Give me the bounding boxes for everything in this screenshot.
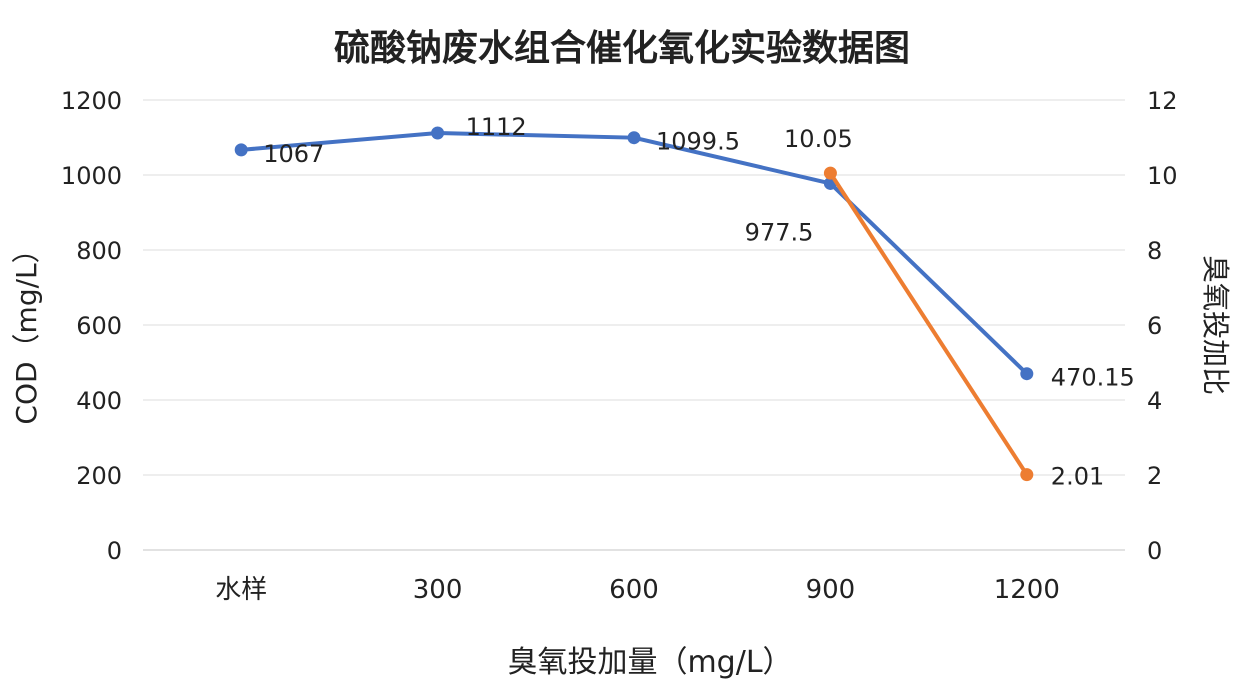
x-tick-label: 300 (413, 575, 463, 605)
x-tick-label: 600 (609, 575, 659, 605)
y-tick-label: 1200 (61, 87, 122, 115)
y-tick-label: 0 (107, 537, 122, 565)
data-label: 977.5 (745, 218, 814, 246)
data-point (1020, 367, 1034, 381)
data-point (823, 166, 837, 180)
y2-tick-label: 4 (1147, 387, 1162, 415)
y-axis-title: COD（mg/L） (10, 235, 43, 424)
chart-title: 硫酸钠废水组合催化氧化实验数据图 (334, 28, 910, 69)
x-axis-title: 臭氧投加量（mg/L） (507, 645, 792, 680)
data-label: 2.01 (1051, 463, 1104, 491)
y-tick-label: 800 (76, 237, 122, 265)
data-point (627, 131, 641, 145)
y2-tick-label: 10 (1147, 162, 1178, 190)
series-line-right (828, 172, 1029, 476)
data-label: 1112 (466, 113, 527, 141)
y2-tick-label: 0 (1147, 537, 1162, 565)
x-tick-label: 水样 (215, 575, 267, 605)
data-label: 10.05 (784, 125, 853, 153)
data-point (431, 126, 445, 140)
data-point (1020, 468, 1034, 482)
y2-axis-title: 臭氧投加比 (1199, 255, 1232, 395)
y-tick-label: 1000 (61, 162, 122, 190)
data-point (234, 143, 248, 157)
x-tick-label: 1200 (994, 575, 1060, 605)
x-tick-label: 900 (806, 575, 856, 605)
y2-tick-label: 2 (1147, 462, 1162, 490)
y2-tick-label: 8 (1147, 237, 1162, 265)
y-tick-label: 200 (76, 462, 122, 490)
data-label: 470.15 (1051, 364, 1135, 392)
y-tick-label: 400 (76, 387, 122, 415)
data-label: 1067 (263, 140, 324, 168)
y2-tick-label: 6 (1147, 312, 1162, 340)
y-tick-label: 600 (76, 312, 122, 340)
data-label: 1099.5 (656, 128, 740, 156)
y2-tick-label: 12 (1147, 87, 1178, 115)
series-line-left (241, 130, 1029, 376)
